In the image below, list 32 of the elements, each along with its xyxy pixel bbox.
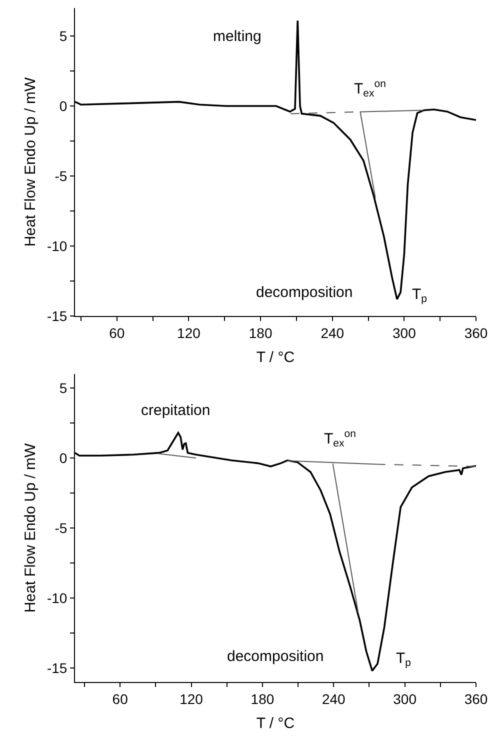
x-axis-title: T / °C	[256, 349, 295, 366]
annotation: T$_{p}$	[396, 650, 412, 670]
x-tick-label: 60	[112, 690, 128, 707]
annotation: melting	[213, 28, 262, 45]
y-tick-label: 0	[59, 98, 68, 114]
x-tick-label: 180	[248, 324, 272, 341]
y-tick-label: -15	[46, 308, 68, 324]
x-tick-label: 60	[109, 324, 125, 341]
y-tick-label: -15	[46, 660, 68, 676]
x-tick-label: 300	[392, 324, 416, 341]
x-tick-label: 360	[464, 324, 488, 341]
y-tick-label: 5	[59, 380, 68, 396]
y-tick-label: -10	[46, 238, 68, 254]
annotation: decomposition	[256, 284, 353, 301]
y-tick-label: -5	[54, 168, 68, 184]
y-tick-label: 0	[59, 450, 68, 466]
annotation: decomposition	[227, 648, 324, 665]
y-tick-label: -10	[46, 590, 68, 606]
x-tick-label: 180	[250, 690, 274, 707]
annotation: T$_{p}$	[412, 286, 428, 306]
x-tick-label: 120	[180, 690, 204, 707]
x-tick-label: 360	[464, 690, 488, 707]
x-tick-label: 300	[393, 690, 417, 707]
annotation: crepitation	[141, 402, 210, 419]
y-tick-label: -5	[54, 520, 68, 536]
x-tick-label: 120	[177, 324, 201, 341]
y-axis-title: Heat Flow Endo Up / mW	[22, 76, 39, 247]
y-tick-label: 5	[59, 28, 68, 44]
x-axis-title: T / °C	[256, 715, 295, 732]
x-tick-label: 240	[322, 690, 346, 707]
y-axis-title: Heat Flow Endo Up / mW	[22, 442, 39, 613]
x-tick-label: 240	[320, 324, 344, 341]
